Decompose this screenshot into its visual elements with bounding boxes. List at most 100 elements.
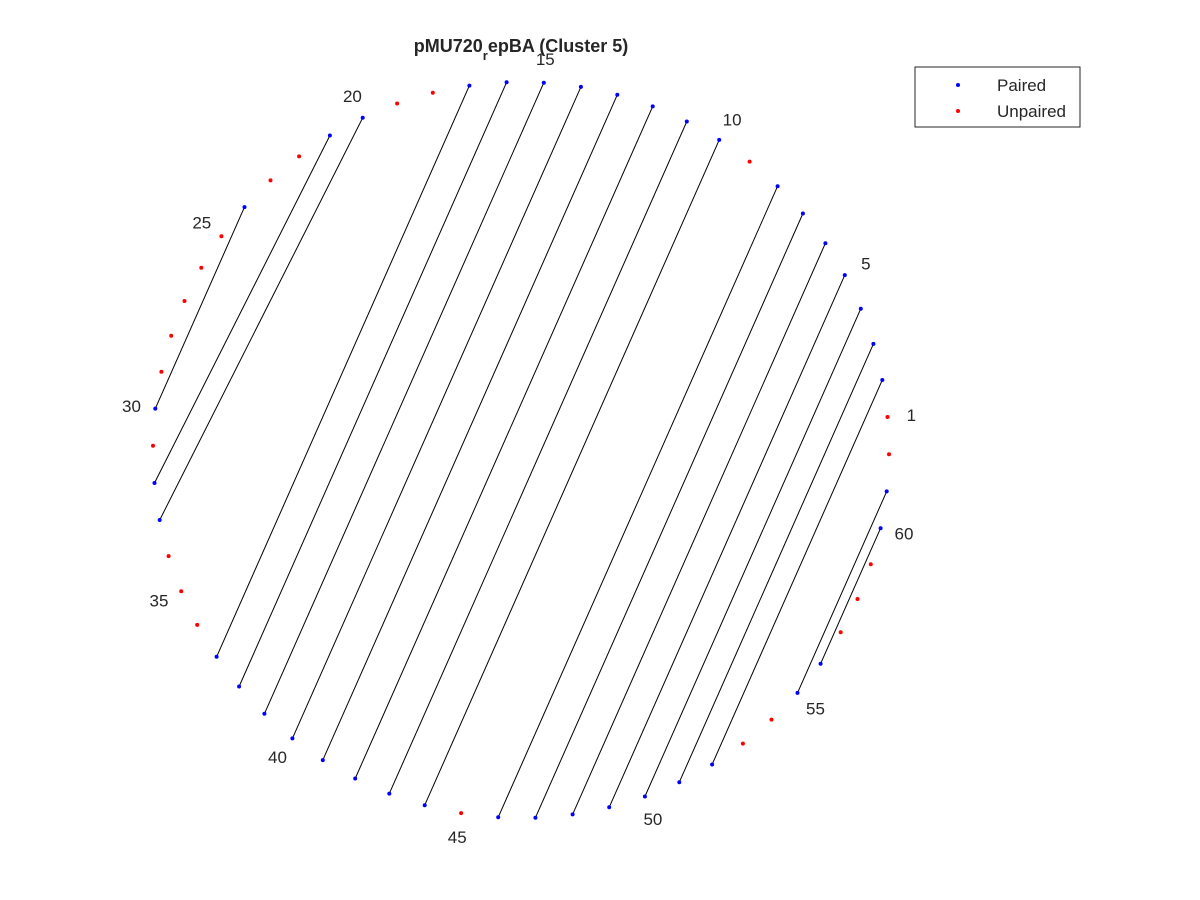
pair-line-6-48 xyxy=(572,242,826,815)
paired-dot-37 xyxy=(214,654,219,659)
paired-dot-39 xyxy=(262,711,267,716)
unpaired-dot-26 xyxy=(199,265,204,270)
unpaired-dot-31 xyxy=(151,443,155,448)
pair-line-7-47 xyxy=(534,213,804,818)
paired-dot-56 xyxy=(818,661,823,666)
pair-line-21-32 xyxy=(154,135,331,484)
pair-line-5-49 xyxy=(608,274,846,808)
pair-line-12-42 xyxy=(354,106,654,779)
position-label-30: 30 xyxy=(122,397,141,416)
paired-dot-60 xyxy=(878,526,883,531)
paired-dot-32 xyxy=(152,481,157,485)
paired-dot-40 xyxy=(290,736,295,741)
paired-dot-48 xyxy=(570,812,575,817)
paired-dot-51 xyxy=(677,780,682,785)
paired-dot-7 xyxy=(800,211,805,216)
pair-line-11-43 xyxy=(388,121,688,794)
legend-box xyxy=(914,66,1081,128)
pair-line-55-61 xyxy=(797,491,888,694)
position-label-25: 25 xyxy=(192,213,211,232)
pair-line-8-46 xyxy=(497,185,779,818)
unpaired-dot-18 xyxy=(430,90,435,95)
pair-line-13-41 xyxy=(322,94,618,761)
position-label-45: 45 xyxy=(448,828,467,847)
paired-dot-52 xyxy=(710,762,715,767)
paired-dot-46 xyxy=(496,815,501,820)
unpaired-dot-54 xyxy=(769,717,774,722)
unpaired-dot-29 xyxy=(159,369,164,374)
pair-line-20-33 xyxy=(159,117,364,521)
paired-dot-41 xyxy=(320,758,325,763)
legend-label-unpaired: Unpaired xyxy=(997,102,1066,121)
paired-dot-61 xyxy=(884,489,889,494)
paired-dot-33 xyxy=(157,518,162,522)
unpaired-dot-9 xyxy=(747,159,752,164)
paired-dot-49 xyxy=(607,805,612,810)
pair-line-14-40 xyxy=(291,86,582,739)
paired-dot-42 xyxy=(353,776,358,781)
position-label-50: 50 xyxy=(643,810,662,829)
unpaired-dot-59 xyxy=(868,562,873,567)
paired-dot-10 xyxy=(717,137,722,142)
unpaired-dot-22 xyxy=(297,154,302,159)
position-label-5: 5 xyxy=(861,255,870,274)
pair-line-24-30 xyxy=(154,206,245,409)
legend: Paired Unpaired xyxy=(914,66,1081,128)
unpaired-dot-27 xyxy=(182,299,187,303)
position-label-35: 35 xyxy=(150,592,169,611)
paired-dot-55 xyxy=(795,690,800,695)
legend-label-paired: Paired xyxy=(997,76,1046,95)
paired-dot-44 xyxy=(422,803,427,808)
unpaired-dot-35 xyxy=(179,589,184,594)
position-label-20: 20 xyxy=(343,87,362,106)
unpaired-dot-53 xyxy=(740,741,745,746)
paired-dot-47 xyxy=(533,815,538,820)
unpaired-dot-19 xyxy=(395,101,400,106)
pair-line-3-51 xyxy=(678,343,874,783)
position-dots xyxy=(151,80,891,820)
position-label-15: 15 xyxy=(536,50,555,69)
paired-dot-8 xyxy=(775,184,780,189)
unpaired-dot-58 xyxy=(855,597,860,601)
position-label-1: 1 xyxy=(907,406,916,425)
paired-dot-11 xyxy=(684,119,689,124)
unpaired-dot-62 xyxy=(887,452,891,457)
paired-dot-13 xyxy=(615,92,620,97)
paired-dot-12 xyxy=(650,104,655,109)
paired-dot-4 xyxy=(858,306,863,311)
chart-title: pMU720repBA (Cluster 5) xyxy=(414,36,628,63)
paired-dot-15 xyxy=(541,80,546,85)
pair-line-15-39 xyxy=(263,82,545,715)
paired-dot-50 xyxy=(642,794,647,799)
paired-dot-20 xyxy=(360,115,365,120)
unpaired-dot-28 xyxy=(169,333,174,338)
paired-dot-5 xyxy=(842,273,847,278)
pair-line-56-60 xyxy=(820,527,882,664)
paired-dot-6 xyxy=(823,241,828,246)
unpaired-dot-25 xyxy=(219,234,224,239)
paired-dot-16 xyxy=(504,80,509,85)
paired-dot-3 xyxy=(871,341,876,346)
legend-marker-paired xyxy=(956,83,960,87)
pair-line-10-44 xyxy=(424,139,720,806)
unpaired-dot-1 xyxy=(885,415,890,419)
position-label-55: 55 xyxy=(806,700,825,719)
position-label-60: 60 xyxy=(895,524,914,543)
pair-line-17-37 xyxy=(216,85,470,658)
paired-dot-17 xyxy=(467,83,472,88)
unpaired-dot-57 xyxy=(838,630,843,635)
unpaired-dot-23 xyxy=(268,178,273,183)
pair-line-2-52 xyxy=(711,379,883,765)
pair-line-16-38 xyxy=(238,82,508,687)
paired-dot-14 xyxy=(578,84,583,89)
paired-dot-24 xyxy=(242,205,247,210)
position-label-40: 40 xyxy=(268,748,287,767)
unpaired-dot-36 xyxy=(195,622,200,627)
paired-dot-21 xyxy=(327,133,332,138)
paired-dot-30 xyxy=(153,406,158,411)
unpaired-dot-34 xyxy=(166,554,171,559)
paired-dot-43 xyxy=(387,791,392,796)
